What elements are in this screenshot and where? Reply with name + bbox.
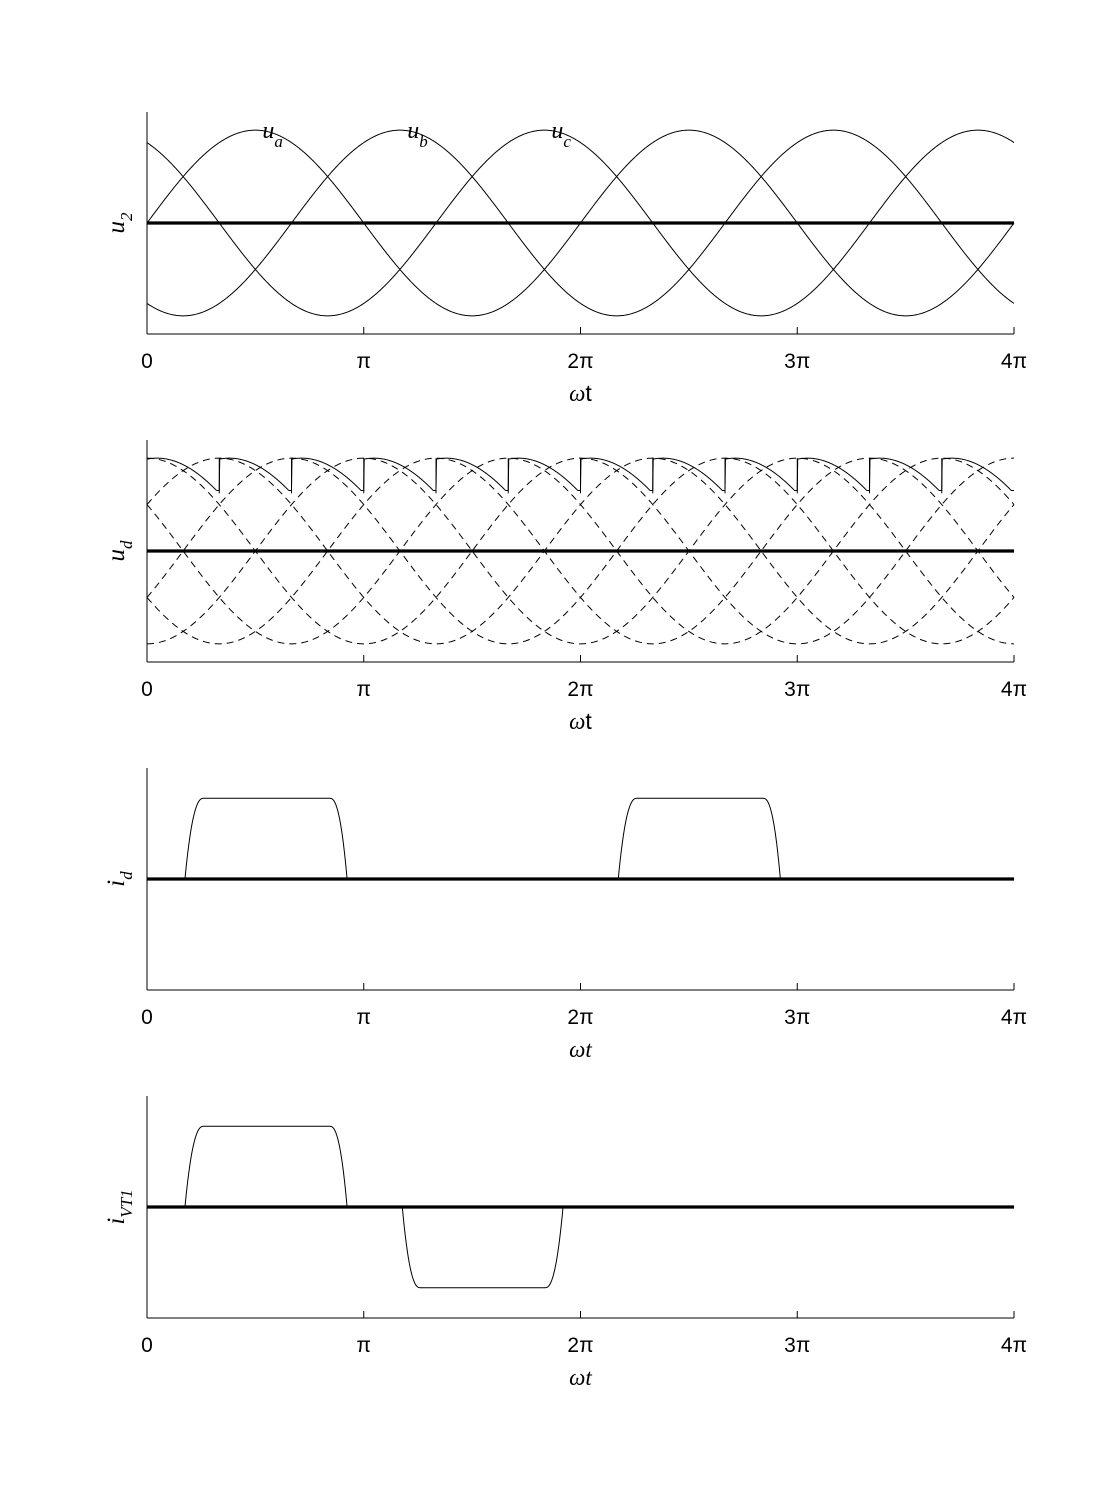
x-axis-label: ωt (569, 380, 592, 406)
y-axis-label-base: u (103, 549, 130, 562)
x-tick-label: 0 (141, 678, 153, 701)
phase-annotation-base: u (262, 118, 274, 144)
x-axis-label: ωt (569, 1037, 592, 1062)
chart-panel-2: 0 π 2π 3π 4π ωt ud (103, 440, 1027, 734)
x-tick-label: 4π (1001, 1334, 1027, 1357)
y-axis-label: ud (103, 540, 136, 562)
x-axis-label-rest: t (585, 1365, 592, 1390)
x-tick-label: 3π (784, 1334, 810, 1357)
x-tick-label: 4π (1001, 350, 1027, 373)
x-tick-label: π (357, 350, 372, 373)
x-axis-label: ωt (569, 1365, 592, 1390)
x-tick-label: 0 (141, 1006, 153, 1029)
phase-annotation-sub: b (419, 132, 428, 151)
phase-annotation-base: u (407, 118, 419, 144)
phase-annotation-b: ub (407, 118, 428, 151)
x-tick-label: 3π (784, 1006, 810, 1029)
x-axis-label-rest: t (585, 1037, 592, 1062)
y-axis-label-base: i (103, 1218, 130, 1225)
y-axis-label-sub: d (117, 871, 136, 880)
y-axis-label-base: i (103, 880, 130, 887)
x-axis-label-rest: t (585, 380, 592, 406)
y-axis-label-base: u (103, 221, 130, 234)
x-tick-label: 2π (567, 678, 593, 701)
phase-annotation-a: ua (262, 118, 283, 151)
x-axis-label-symbol: ω (569, 1365, 585, 1390)
y-axis-label-sub: VT1 (117, 1189, 136, 1217)
x-tick-label: 2π (567, 350, 593, 373)
x-tick-label: π (357, 1006, 372, 1029)
phase-annotation-sub: a (274, 132, 283, 151)
phase-annotation-c: uc (551, 118, 571, 151)
x-tick-label: 2π (567, 1334, 593, 1357)
chart-panel-4: 0 π 2π 3π 4π ωt iVT1 (103, 1096, 1027, 1390)
x-tick-label: 0 (141, 350, 153, 373)
line-voltage-dashed-5 (146, 457, 1015, 645)
y-axis-label: id (103, 871, 136, 887)
line-voltage-dashed-4 (146, 457, 1015, 645)
x-tick-label: 2π (567, 1006, 593, 1029)
x-axis-label-symbol: ω (569, 1037, 585, 1062)
phase-annotation-sub: c (563, 132, 571, 151)
x-axis-label: ωt (569, 708, 592, 734)
x-axis-label-symbol: ω (569, 709, 585, 734)
x-tick-label: π (357, 1334, 372, 1357)
y-axis-label: iVT1 (103, 1189, 136, 1224)
x-tick-label: 4π (1001, 678, 1027, 701)
y-axis-label-sub: d (117, 540, 136, 549)
y-axis-label: u2 (103, 212, 136, 234)
x-tick-label: 4π (1001, 1006, 1027, 1029)
y-axis-label-sub: 2 (117, 212, 136, 221)
x-tick-label: 0 (141, 1334, 153, 1357)
x-tick-label: 3π (784, 678, 810, 701)
x-tick-label: 3π (784, 350, 810, 373)
chart-panel-3: 0 π 2π 3π 4π ωt id (103, 768, 1027, 1062)
x-axis-label-rest: t (585, 708, 592, 734)
x-axis-label-symbol: ω (569, 381, 585, 406)
x-tick-label: π (357, 678, 372, 701)
line-voltage-dashed-6 (146, 457, 1015, 645)
phase-annotation-base: u (551, 118, 563, 144)
